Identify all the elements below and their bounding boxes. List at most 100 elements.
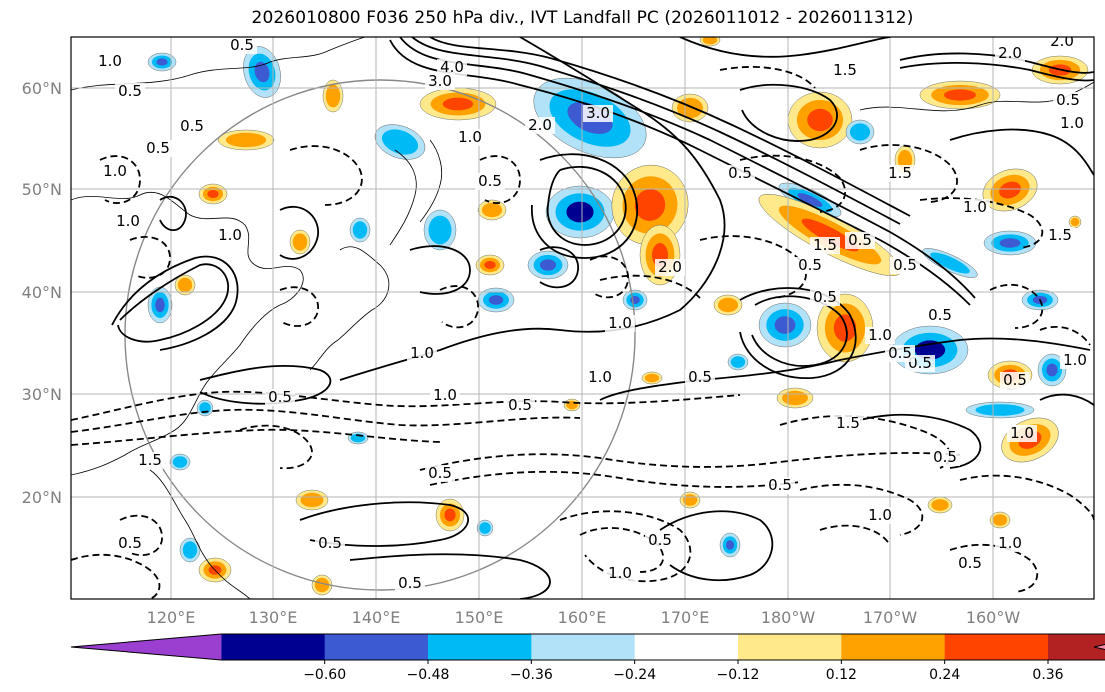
- contour-label-bg: [177, 118, 207, 135]
- contour-label-bg: [395, 575, 425, 592]
- lat-tick-label: 20°N: [22, 488, 62, 507]
- contour-label-bg: [113, 213, 143, 230]
- divergence-patch: [983, 230, 1037, 256]
- latitude-labels: 60°N 50°N 40°N 30°N 20°N: [22, 79, 62, 507]
- patch-core: [801, 218, 859, 252]
- contour-label-bg: [833, 415, 863, 432]
- contour-label-bg: [215, 227, 245, 244]
- contour-label-positive: 0.5: [848, 231, 872, 249]
- contour-label-negative: 0.5: [893, 256, 917, 274]
- contour-label-negative: 0.5: [268, 388, 292, 406]
- contour-label-bg: [830, 62, 860, 79]
- patch-core: [486, 206, 498, 214]
- contour-negative: [419, 452, 961, 471]
- contour-positive: [539, 246, 579, 289]
- contour-label-negative: 0.5: [928, 306, 952, 324]
- contour-negative: [119, 514, 163, 557]
- contour-label-positive: 1.0: [608, 314, 632, 332]
- contour-label-bg: [525, 117, 555, 134]
- contour-positive: [199, 365, 332, 405]
- lat-tick-label: 50°N: [22, 180, 62, 199]
- divergence-patch: [419, 87, 497, 121]
- lon-tick-label: 130°E: [249, 608, 298, 627]
- contour-negative: [599, 274, 701, 299]
- colorbar-tick-label: 0.36: [1032, 667, 1063, 683]
- contour-label-bg: [930, 449, 960, 466]
- divergence-patch: [349, 217, 371, 243]
- contour-label-bg: [455, 129, 485, 146]
- contour-label-bg: [437, 59, 467, 76]
- contour-label-positive: 2.0: [998, 44, 1022, 62]
- colorbar-tick-label: −0.60: [303, 667, 346, 683]
- contour-label-bg: [810, 289, 840, 306]
- contour-positive: [117, 263, 230, 343]
- contour-negative: [819, 524, 891, 546]
- patch-core: [833, 314, 857, 342]
- contour-label-negative: 1.0: [608, 564, 632, 582]
- contour-label-negative: 1.5: [138, 451, 162, 469]
- contour-label-bg: [95, 53, 125, 70]
- patch-core: [999, 238, 1021, 248]
- contour-label-negative: 1.0: [116, 212, 140, 230]
- divergence-patch: [169, 453, 191, 471]
- lon-tick-label: 160°E: [558, 608, 607, 627]
- divergence-patch: [922, 248, 978, 278]
- patch-core: [444, 508, 456, 522]
- contour-label-negative: 1.0: [588, 368, 612, 386]
- divergence-patch: [699, 37, 721, 47]
- lon-tick-label: 170°W: [863, 608, 918, 627]
- contour-label-negative: 0.5: [118, 534, 142, 552]
- divergence-patch: [196, 399, 214, 417]
- contour-positive: [399, 37, 976, 299]
- divergence-patch: [147, 52, 177, 72]
- contour-label-negative: 0.5: [648, 531, 672, 549]
- colorbar-tick-label: −0.12: [717, 667, 760, 683]
- chart-title: 2026010800 F036 250 hPa div., IVT Landfa…: [251, 8, 914, 28]
- contour-label-positive: 0.5: [888, 344, 912, 362]
- contour-negative: [719, 66, 816, 89]
- colorbar-segment: [531, 634, 636, 660]
- contour-label-bg: [407, 345, 437, 362]
- contour-positive: [751, 295, 848, 367]
- lon-tick-label: 120°E: [147, 608, 196, 627]
- contour-label-bg: [1000, 372, 1030, 389]
- contour-label-bg: [135, 452, 165, 469]
- contour-label-bg: [925, 307, 955, 324]
- patch-core: [433, 222, 447, 238]
- lat-tick-label: 30°N: [22, 385, 62, 404]
- contour-label-bg: [960, 199, 990, 216]
- patch-core: [944, 89, 976, 101]
- lat-tick-label: 40°N: [22, 283, 62, 302]
- patch-core: [201, 404, 209, 412]
- patch-core: [999, 181, 1021, 199]
- contour-positive: [546, 165, 627, 246]
- contour-negative: [479, 155, 521, 204]
- divergence-patch: [713, 294, 743, 316]
- patch-core: [186, 545, 194, 555]
- contour-positive: [531, 153, 639, 259]
- divergence-patch: [776, 387, 814, 409]
- contour-label-positive: 1.0: [1010, 424, 1034, 442]
- divergence-patch: [727, 353, 749, 371]
- patch-core: [354, 435, 362, 441]
- contour-label-bg: [227, 37, 257, 54]
- contour-label-bg: [795, 257, 825, 274]
- patch-core: [296, 237, 304, 247]
- contour-negative: [919, 197, 1044, 249]
- divergence-patch: [477, 287, 515, 313]
- contour-label-positive: 0.5: [1056, 91, 1080, 109]
- lon-tick-label: 170°E: [661, 608, 710, 627]
- contour-negative: [989, 283, 1044, 329]
- contour-label-positive: 0.5: [428, 464, 452, 482]
- lon-tick-label: 140°E: [352, 608, 401, 627]
- contour-negative: [71, 390, 741, 421]
- contour-label-bg: [885, 345, 915, 362]
- patch-core: [484, 261, 496, 269]
- patch-core: [854, 127, 866, 137]
- colorbar-extend-high: [1094, 644, 1105, 650]
- contour-label-bg: [810, 237, 840, 254]
- contour-negative: [739, 154, 846, 213]
- divergence-patch: [374, 124, 426, 160]
- contour-label-negative: 0.5: [933, 448, 957, 466]
- lon-tick-label: 180°W: [761, 608, 816, 627]
